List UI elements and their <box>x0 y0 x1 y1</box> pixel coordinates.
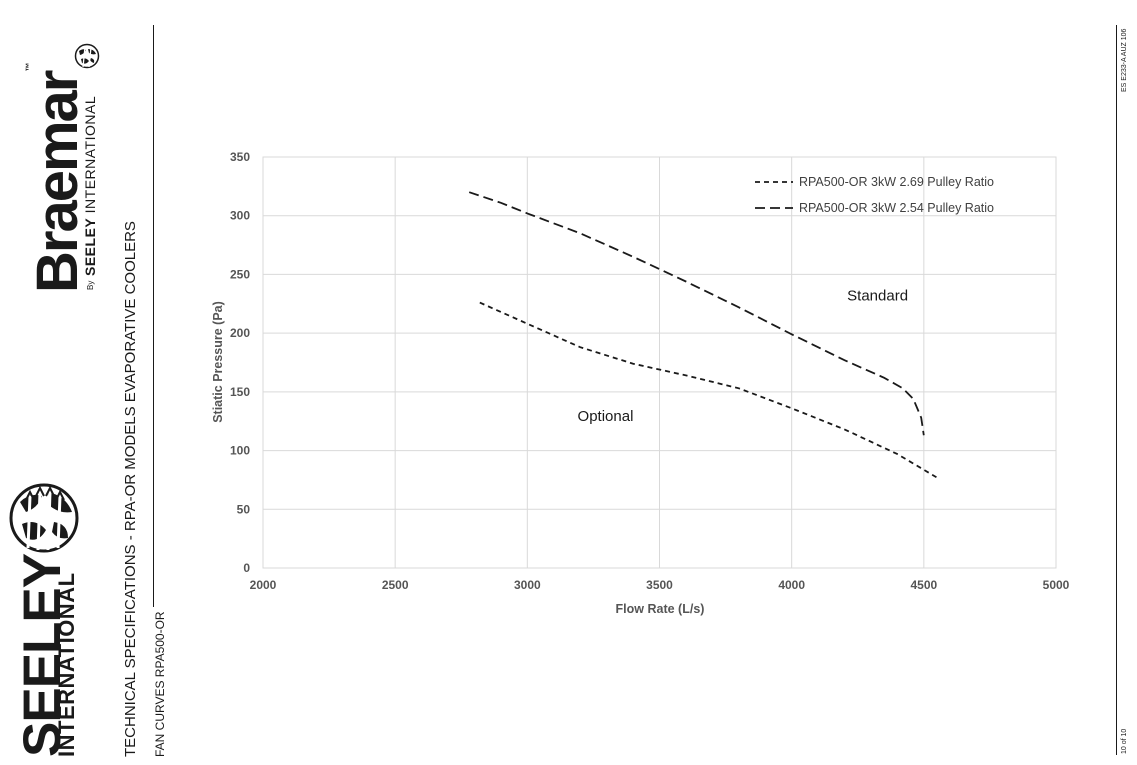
annotation-label: Optional <box>578 408 634 425</box>
chart-series <box>468 191 938 479</box>
x-tick-label: 4500 <box>910 578 937 592</box>
series-line-1 <box>479 301 938 479</box>
y-tick-label: 350 <box>230 150 250 164</box>
y-tick-label: 250 <box>230 267 250 281</box>
y-tick-label: 50 <box>237 502 251 516</box>
x-tick-label: 4000 <box>778 578 805 592</box>
y-tick-label: 300 <box>230 209 250 223</box>
chart-annotations: Standard Optional <box>578 287 909 425</box>
x-tick-label: 3000 <box>514 578 541 592</box>
y-tick-label: 200 <box>230 326 250 340</box>
chart-legend: RPA500-OR 3kW 2.69 Pulley Ratio RPA500-O… <box>755 175 994 215</box>
x-tick-label: 5000 <box>1043 578 1070 592</box>
chart-grid <box>262 156 1057 569</box>
legend-label-series-1: RPA500-OR 3kW 2.69 Pulley Ratio <box>799 175 994 189</box>
left-margin-rule <box>153 25 154 607</box>
y-tick-label: 100 <box>230 444 250 458</box>
y-tick-label: 150 <box>230 385 250 399</box>
legend-label-series-2: RPA500-OR 3kW 2.54 Pulley Ratio <box>799 201 994 215</box>
x-tick-label: 3500 <box>646 578 673 592</box>
series-line-2 <box>468 191 925 436</box>
y-tick-label: 0 <box>243 561 250 575</box>
x-tick-label: 2500 <box>382 578 409 592</box>
seeley-globe-icon <box>9 483 79 553</box>
y-axis-label: Stiatic Pressure (Pa) <box>211 301 225 423</box>
right-margin-rule <box>1116 25 1117 755</box>
braemar-globe-icon <box>74 43 100 69</box>
chart-tick-labels: 2000 2500 3000 3500 4000 4500 5000 0 50 100 150 200… <box>230 150 1070 592</box>
annotation-label: Standard <box>847 287 908 304</box>
x-axis-label: Flow Rate (L/s) <box>616 602 705 616</box>
x-tick-label: 2000 <box>250 578 277 592</box>
